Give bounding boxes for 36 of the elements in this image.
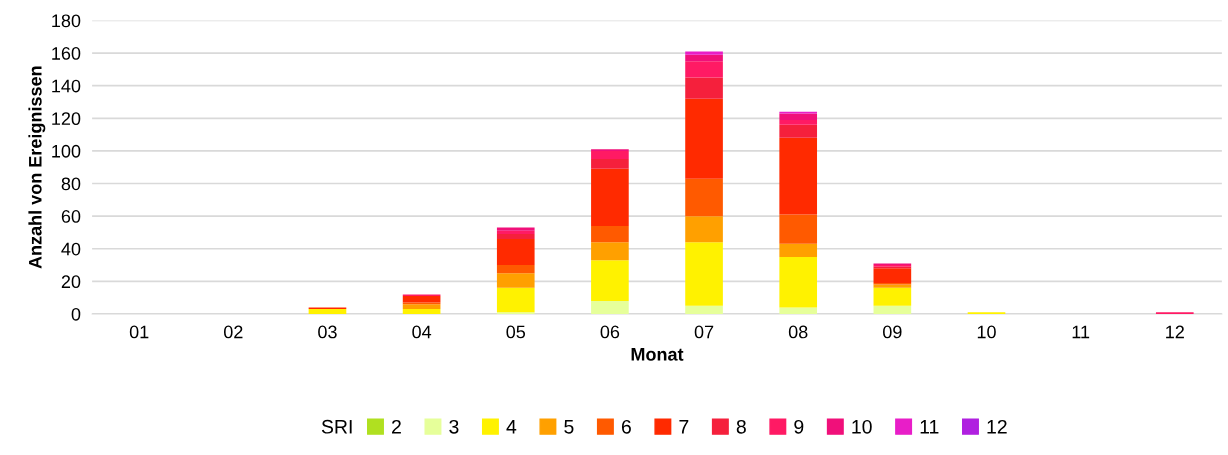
x-axis-title: Monat [631, 348, 684, 361]
y-tick-label: 100 [52, 144, 81, 158]
y-tick-label: 60 [61, 210, 81, 223]
legend-title: SRI [321, 419, 352, 434]
y-tick-label: 160 [52, 47, 81, 60]
x-tick-label: 08 [788, 325, 808, 339]
x-tick-label: 06 [600, 325, 620, 339]
x-tick-label: 10 [977, 325, 996, 339]
legend-label: 5 [564, 420, 574, 434]
legend-label: 12 [987, 419, 1007, 434]
legend-label: 2 [392, 419, 401, 434]
x-tick-label: 12 [1166, 325, 1184, 339]
x-tick-label: 05 [506, 325, 526, 339]
y-tick-label: 0 [71, 307, 81, 321]
legend-label: 6 [621, 419, 631, 434]
x-tick-label: 11 [1072, 325, 1090, 339]
y-axis-title: Anzahl von Ereignissen [28, 66, 46, 269]
y-tick-label: 80 [61, 177, 81, 191]
legend-label: 11 [920, 420, 939, 434]
y-tick-label: 120 [52, 112, 81, 126]
y-tick-label: 20 [61, 275, 81, 289]
y-tick-label: 140 [52, 79, 81, 93]
x-tick-label: 04 [412, 325, 432, 339]
legend-label: 4 [506, 420, 517, 434]
y-tick-label: 180 [52, 14, 81, 28]
legend-label: 8 [736, 419, 746, 434]
x-tick-label: 02 [223, 325, 243, 339]
legend-label: 9 [794, 419, 804, 434]
y-tick-label: 40 [61, 242, 81, 256]
x-tick-label: 07 [694, 325, 714, 339]
legend-label: 10 [852, 419, 872, 434]
legend-label: 3 [449, 419, 459, 434]
legend-label: 7 [679, 420, 689, 434]
x-tick-label: 03 [318, 325, 337, 339]
x-tick-label: 09 [883, 325, 902, 339]
x-tick-label: 01 [129, 325, 149, 339]
